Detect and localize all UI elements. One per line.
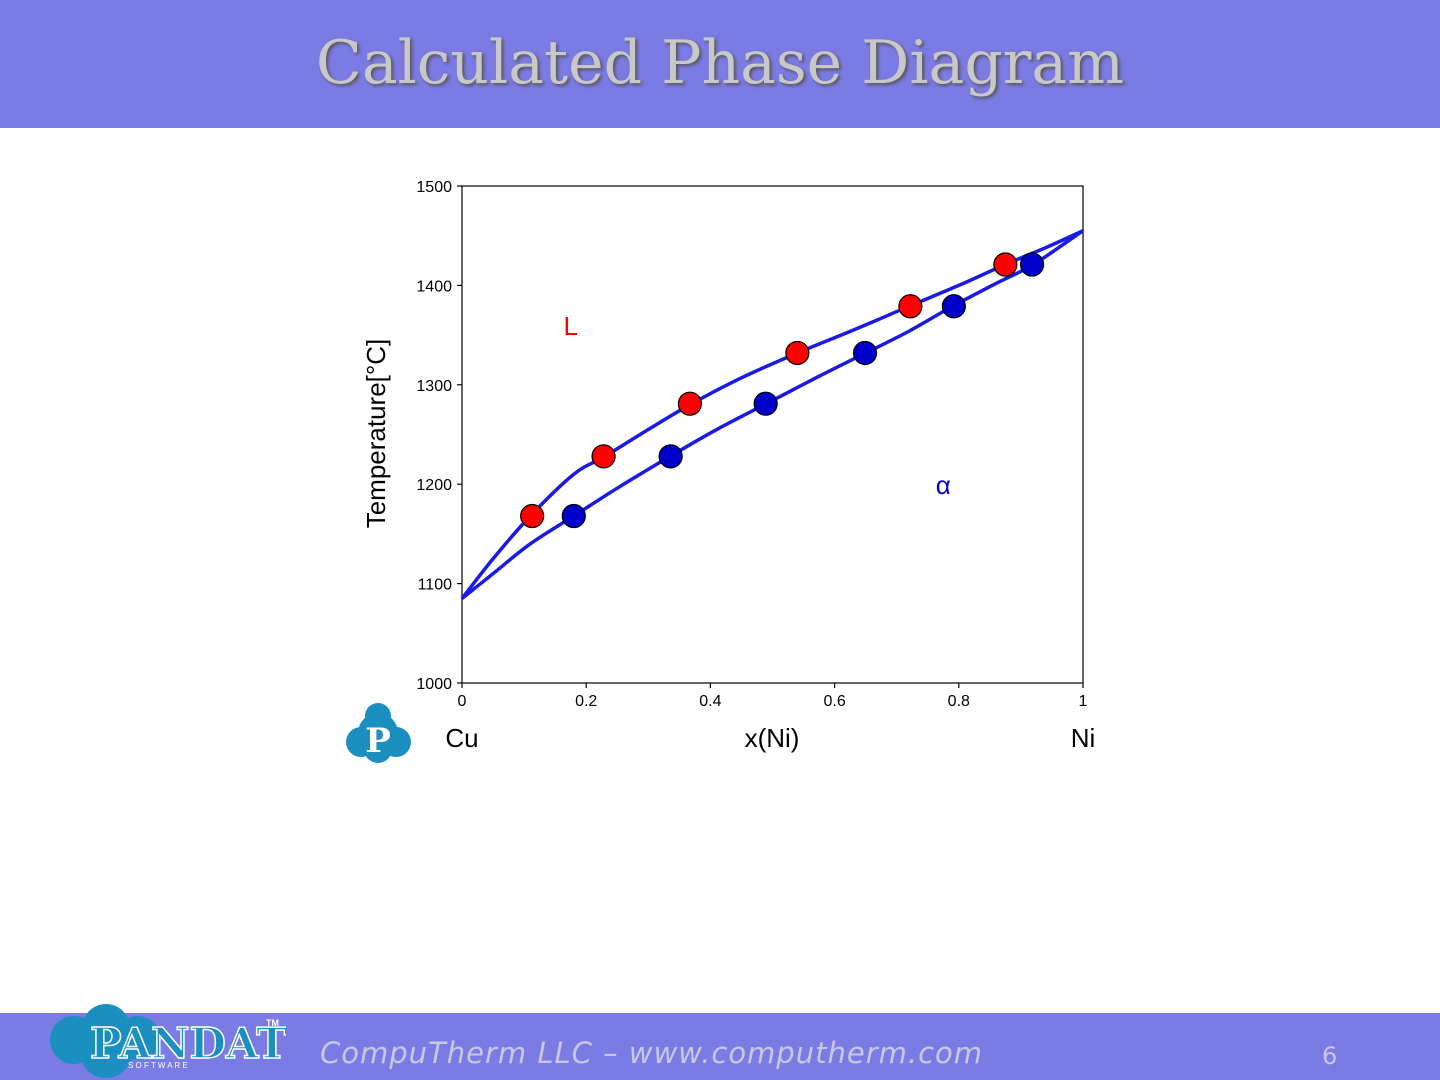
y-tick-label: 1100 xyxy=(418,577,453,594)
liquidus-curve xyxy=(460,229,1084,600)
solidus-curve xyxy=(460,229,1084,600)
y-tick-label: 1500 xyxy=(416,179,452,196)
x-tick-label: 0.4 xyxy=(699,693,721,710)
x-tick-label: 0.2 xyxy=(575,693,597,710)
pandat-logo-subtitle: S O F T W A R E xyxy=(128,1061,188,1070)
y-tick-label: 1400 xyxy=(416,278,452,295)
liquidus-data-point xyxy=(785,340,810,366)
y-tick-label: 1000 xyxy=(416,676,452,693)
region-labels: Lα xyxy=(563,311,950,500)
page-number: 6 xyxy=(1322,1042,1338,1070)
solidus-data-point xyxy=(852,340,878,366)
slide-title: Calculated Phase Diagram xyxy=(315,28,1125,98)
x-right-element-label: Ni xyxy=(1071,723,1096,753)
plot-frame xyxy=(461,185,1084,684)
liquidus-data-point xyxy=(898,294,923,319)
data-points xyxy=(520,252,1045,529)
liquidus-data-point xyxy=(520,503,545,529)
phase-boundary-curves xyxy=(460,229,1084,600)
x-tick-label: 0.6 xyxy=(823,693,845,710)
pandat-logo-text: PANDAT xyxy=(90,1019,286,1068)
chart-logo-letter: P xyxy=(365,721,391,761)
solidus-data-point xyxy=(561,503,586,529)
solidus-data-point xyxy=(658,444,683,469)
phase-region-label: α xyxy=(936,470,951,500)
footer-bar xyxy=(0,1013,1440,1080)
solidus-data-point xyxy=(753,391,778,416)
pandat-logo-tm: TM xyxy=(266,1018,279,1028)
x-tick-label: 0 xyxy=(458,693,467,710)
liquidus-data-point xyxy=(993,252,1018,277)
x-tick-label: 0.8 xyxy=(948,693,970,710)
y-tick-label: 1300 xyxy=(416,378,452,395)
pandat-chart-logo: P xyxy=(346,703,411,763)
liquidus-data-point xyxy=(591,444,616,469)
solidus-data-point xyxy=(1019,252,1045,277)
pandat-logo: PANDAT TM S O F T W A R E xyxy=(50,1004,286,1078)
axis-ticks: 0 0.2 0.4 0.6 0.8 1 1000 1100 1200 1300 1400 1500 xyxy=(416,179,1087,710)
phase-region-label: L xyxy=(563,311,577,341)
x-axis-label: x(Ni) xyxy=(745,723,800,753)
x-left-element-label: Cu xyxy=(445,723,478,753)
liquidus-data-point xyxy=(677,391,703,416)
x-tick-label: 1 xyxy=(1079,693,1088,710)
solidus-data-point xyxy=(941,294,966,319)
y-tick-label: 1200 xyxy=(416,477,452,494)
y-axis-label: Temperature[°C] xyxy=(361,339,391,529)
title-bar xyxy=(0,0,1440,128)
footer-text: CompuTherm LLC – www.computherm.com xyxy=(320,1036,984,1070)
